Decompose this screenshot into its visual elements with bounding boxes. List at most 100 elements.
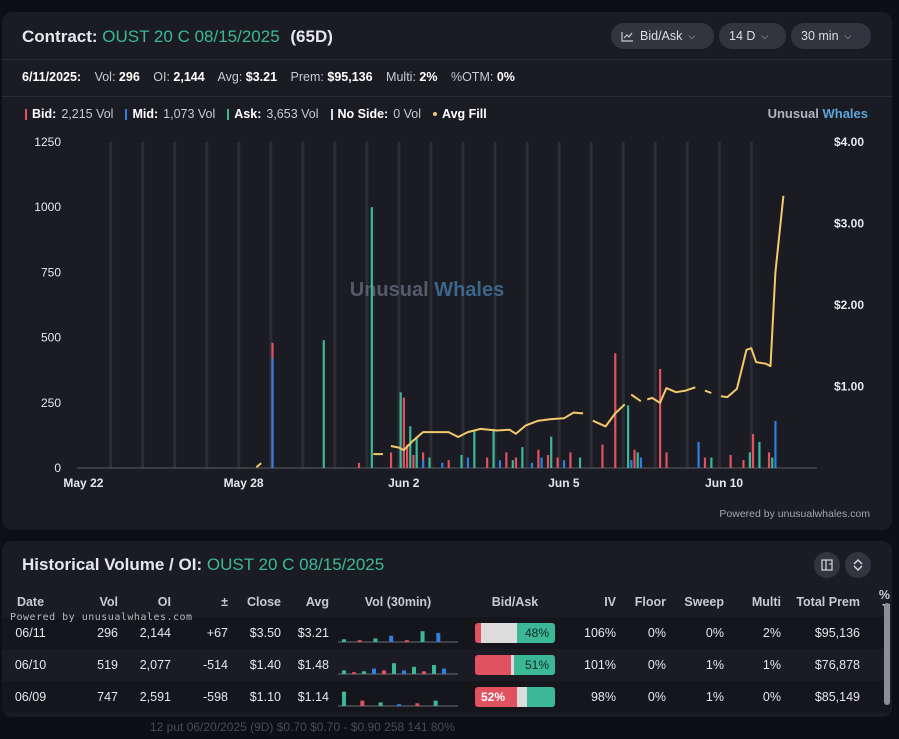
sparkline-bar [392,663,396,674]
legend-avg-fill[interactable]: Avg Fill [433,107,487,121]
bar-bid [402,397,405,468]
bar-ask [626,405,630,468]
range-label: 14 D [729,29,756,43]
avg-cell: $1.48 [281,649,329,681]
sparkline-bar [342,691,346,706]
history-contract[interactable]: OUST 20 C 08/15/2025 [206,555,385,574]
bar-ask [428,457,431,468]
history-title-label: Historical Volume / OI: [22,555,203,574]
x-tick-label: Jun 10 [705,476,743,490]
vol-cell: 296 [59,617,118,649]
column-header[interactable]: Sweep [684,595,724,609]
oi-cell: 2,591 [118,681,171,713]
otm-label: %OTM: [450,70,494,84]
interval-dropdown[interactable]: 30 min ⌵ [791,23,871,49]
sparkline-bar [372,668,376,674]
bar-mid [441,462,444,468]
oi-change-cell: -514 [171,649,228,681]
volume-sparkline [338,631,458,643]
bid-ask-segment-bid [475,687,517,707]
bar-ask [578,457,582,468]
bar-bid [412,454,415,468]
sparkline-bar [389,635,394,642]
contract-symbol[interactable]: OUST 20 C 08/15/2025 [102,27,280,46]
multi-value: 2% [419,70,438,84]
legend-ask[interactable]: Ask: 3,653 Vol [227,107,319,121]
column-header[interactable]: Date [16,595,45,609]
bar-bid [447,460,450,468]
bar-bid [486,457,489,468]
legend-bid[interactable]: Bid: 2,215 Vol [25,107,113,121]
bid-ask-cell: 51% [467,649,563,681]
range-dropdown[interactable]: 14 D ⌵ [719,23,786,49]
bid-ask-label: 52% [481,690,506,704]
bar-bid [633,449,636,468]
sweep-cell: 1% [666,649,724,681]
oi-change-cell: +67 [171,617,228,649]
column-header[interactable]: IV [604,595,616,609]
oi-cell: 2,144 [118,617,171,649]
divider [2,96,892,97]
sparkline-bar [378,702,383,706]
column-header[interactable]: OI [157,595,171,609]
y-left-tick-label: 0 [54,461,61,475]
days-to-expiry: (65D) [290,27,333,46]
bar-mid [498,460,502,468]
multi-cell: 1% [724,649,781,681]
oi-change-cell: -598 [171,681,228,713]
interval-label: 30 min [801,29,839,43]
column-header[interactable]: Vol (30min) [364,595,432,609]
bar-mid [530,462,534,468]
columns-icon [821,559,833,571]
avg-fill-line [720,195,785,399]
column-header[interactable]: Floor [634,595,666,609]
sparkline-bar [357,640,362,642]
chevron-down-icon: ⌵ [761,30,769,41]
bar-bid [742,460,745,468]
legend-no-side[interactable]: No Side: 0 Vol [330,107,421,121]
column-header[interactable]: ± [221,595,228,609]
chart-type-dropdown[interactable]: Bid/Ask ⌵ [611,23,714,49]
y-left-tick-label: 250 [41,396,61,410]
bar-bid [405,444,409,468]
legend-mid[interactable]: Mid: 1,073 Vol [125,107,215,121]
chevron-down-icon: ⌵ [688,30,696,41]
iv-cell: 101% [563,649,616,681]
columns-button[interactable] [814,552,840,578]
sparkline-bar [402,670,406,674]
date-cell: 06/10 [2,649,59,681]
column-header[interactable]: Vol [99,595,118,609]
column-header[interactable]: Multi [751,595,781,609]
table-row[interactable]: 06/09 747 2,591 -598 $1.10 $1.14 52% 98% 0% 1% 0% $… [2,681,890,713]
bar-bid [601,444,604,468]
bar-ask [771,457,774,468]
column-header[interactable]: Avg [305,595,329,609]
bid-ask-label: 48% [524,626,549,640]
avg-cell: $1.14 [281,681,329,713]
expand-button[interactable] [845,552,871,578]
column-header[interactable]: Total Prem [796,595,860,609]
x-tick-label: May 28 [224,476,264,490]
sparkline-cell [329,649,467,681]
sparkline-bar [415,703,420,706]
bid-ask-segment-bid [475,655,511,675]
sparkline-bar [412,666,416,674]
oi-value: 2,144 [173,70,205,84]
bar-ask [460,454,463,468]
multi-cell: 2% [724,617,781,649]
bar-ask [511,460,514,468]
bar-ask [636,452,639,468]
column-header[interactable]: Close [246,595,281,609]
scrollbar[interactable] [884,603,890,705]
bar-ask [758,441,761,468]
background-row: 12 put 06/20/2025 (9D) $0.70 $0.70 - $0.… [150,720,455,734]
bar-ask [473,431,476,468]
column-header[interactable]: Bid/Ask [491,595,539,609]
y-right-tick-label: $2.00 [834,298,864,312]
y-left-tick-label: 750 [41,265,61,279]
bid-ask-segment-mid [516,687,527,707]
sparkline-bar [422,671,426,674]
table-row[interactable]: 06/10 519 2,077 -514 $1.40 $1.48 51% 101% 0% 1% 1%… [2,649,890,681]
y-right-tick-label: $4.00 [834,135,864,149]
table-row[interactable]: 06/11 296 2,144 +67 $3.50 $3.21 48% 106% 0% 0% 2% $… [2,617,890,649]
